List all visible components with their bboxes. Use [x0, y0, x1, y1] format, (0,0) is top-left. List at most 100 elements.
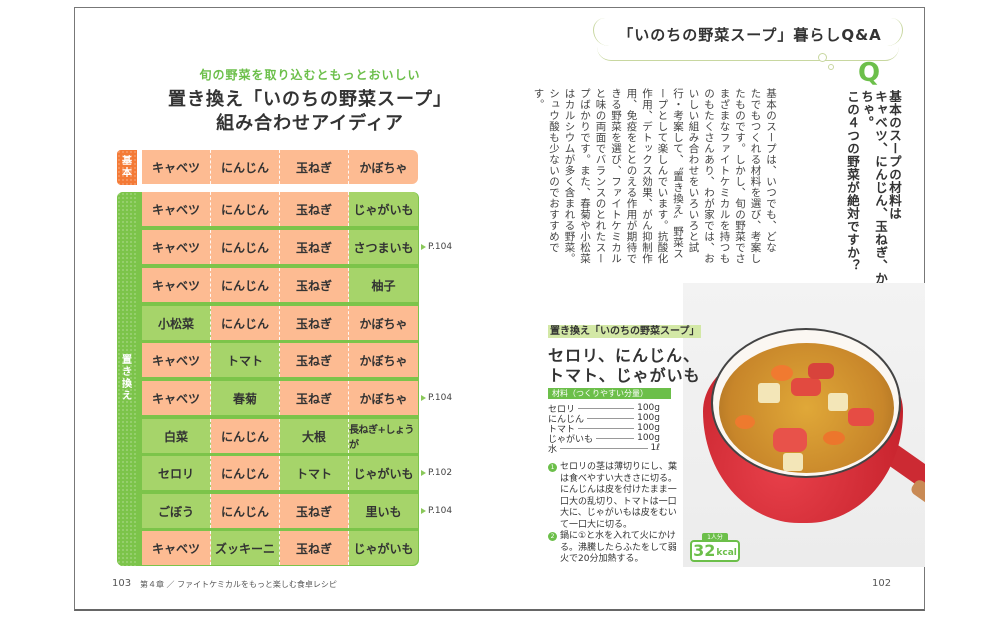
ingredient-name: セロリ	[548, 404, 576, 415]
table-cell: キャベツ	[142, 192, 211, 226]
table-cell: じゃがいも	[349, 456, 418, 490]
page-number-left: 103	[112, 578, 132, 589]
recipe-tag: 置き換え「いのちの野菜スープ」	[548, 325, 702, 338]
table-cell: じゃがいも	[349, 192, 418, 226]
step-text: 鍋に①と水を入れて火にかける。沸騰したらふたをして弱火で20分加熱する。	[560, 531, 677, 564]
base-label-char: 基	[122, 155, 132, 167]
arrow-right-icon	[421, 508, 426, 514]
table-cell: 長ねぎ+しょうが	[349, 419, 418, 453]
table-row: 白菜 にんじん 大根 長ねぎ+しょうが	[142, 419, 418, 453]
table-cell: キャベツ	[142, 531, 211, 565]
ingredient-name: じゃがいも	[548, 434, 594, 445]
ingredient-name: トマト	[548, 424, 576, 435]
table-cell: かぼちゃ	[349, 381, 418, 415]
replace-label-char: き	[122, 367, 132, 378]
qa-title: 「いのちの野菜スープ」暮らしQ&A	[618, 26, 882, 44]
table-cell: じゃがいも	[349, 531, 418, 565]
table-cell: にんじん	[211, 494, 280, 528]
page-reference[interactable]: P.104	[421, 242, 452, 252]
ingredient-qty: 1ℓ	[650, 443, 660, 453]
table-cell: 玉ねぎ	[280, 381, 349, 415]
potato-piece	[783, 453, 803, 471]
answer-line: シュウ酸も少ないのでおすすめです。	[532, 88, 561, 253]
chapter-title: 第４章 ／ ファイトケミカルをもっと楽しむ食卓レシピ	[140, 580, 337, 589]
recipe-title-line1: セロリ、にんじん、	[548, 346, 701, 365]
table-row: キャベツ にんじん 玉ねぎ 柚子	[142, 268, 418, 302]
table-cell: 玉ねぎ	[280, 306, 349, 340]
table-cell: にんじん	[211, 306, 280, 340]
step-number-icon: 2	[548, 532, 557, 541]
table-cell: かぼちゃ	[349, 306, 418, 340]
table-cell: かぼちゃ	[349, 343, 418, 377]
page-reference[interactable]: P.104	[421, 506, 452, 516]
table-cell: にんじん	[211, 230, 280, 264]
table-row: 小松菜 にんじん 玉ねぎ かぼちゃ	[142, 306, 418, 340]
table-cell: 玉ねぎ	[280, 150, 349, 184]
replace-label-char: 換	[122, 379, 132, 390]
table-cell: キャベツ	[142, 268, 211, 302]
answer-line: 作用、デトックス効果、がん抑制作	[641, 88, 653, 264]
carrot-piece	[771, 365, 793, 381]
table-cell: 玉ねぎ	[280, 531, 349, 565]
calorie-badge: 32 kcal	[690, 540, 740, 562]
ingredient-qty: 100g	[637, 423, 660, 433]
table-cell: かぼちゃ	[349, 150, 418, 184]
bubble-dot-icon	[818, 53, 827, 62]
pot-handle-wood	[909, 477, 925, 509]
replace-label-tab: 置 き 換 え	[117, 192, 137, 566]
bubble-dot-icon	[828, 64, 834, 70]
page-reference-text: P.104	[428, 393, 453, 403]
recipe-step: 2 鍋に①と水を入れて火にかける。沸騰したらふたをして弱火で20分加熱する。	[548, 531, 678, 566]
table-cell: 春菊	[211, 381, 280, 415]
table-cell: 柚子	[349, 268, 418, 302]
potato-piece	[828, 393, 848, 411]
table-row: キャベツ にんじん 玉ねぎ じゃがいも	[142, 192, 418, 226]
table-cell: 玉ねぎ	[280, 494, 349, 528]
table-row: キャベツ トマト 玉ねぎ かぼちゃ	[142, 343, 418, 377]
answer-line: のもたくさんあり、わが家では、お	[703, 88, 715, 264]
ingredients-list: セロリ 100g にんじん 100g トマト 100g じゃがいも 100g 水 1ℓ	[548, 403, 660, 455]
calorie-unit: kcal	[716, 548, 737, 558]
calorie-value: 32	[693, 541, 716, 560]
page-reference[interactable]: P.104	[421, 393, 452, 403]
page-number-right: 102	[872, 578, 892, 589]
table-cell: トマト	[211, 343, 280, 377]
replace-label-char: 置	[122, 355, 132, 366]
answer-line: きる野菜を選び、ファイトケミカル	[610, 88, 622, 264]
ingredient-name: 水	[548, 444, 558, 455]
ingredient-qty: 100g	[637, 433, 660, 443]
answer-line: いしい組み合わせをいろいろと試	[687, 88, 700, 253]
tomato-piece	[848, 408, 874, 426]
base-label-char: 本	[122, 167, 132, 179]
answer-line: まざまなファイトケミカルを持つも	[718, 88, 731, 264]
table-cell: にんじん	[211, 456, 280, 490]
calorie-serving-label: 1人分	[702, 533, 728, 542]
table-cell: キャベツ	[142, 150, 211, 184]
carrot-piece	[735, 415, 755, 429]
answer-line: 基本のスープは、いつでも、どな	[765, 88, 777, 253]
page-reference-text: P.104	[428, 506, 453, 516]
ingredient-name: にんじん	[548, 414, 585, 425]
tomato-piece	[791, 378, 821, 396]
base-row: キャベツ にんじん 玉ねぎ かぼちゃ	[142, 150, 418, 184]
answer-text: 基本のスープは、いつでも、どな たでもつくれる材料を選び、考案し たものです。し…	[530, 88, 778, 264]
page-reference[interactable]: P.102	[421, 468, 452, 478]
page-reference-text: P.102	[428, 468, 453, 478]
answer-line: と味の両面でバランスのとれたスー	[594, 88, 607, 264]
arrow-right-icon	[421, 395, 426, 401]
q-icon: Q	[858, 58, 881, 88]
table-cell: 玉ねぎ	[280, 192, 349, 226]
base-label-tab: 基 本	[117, 150, 137, 185]
question-text: 基本のスープの材料は キャベツ、にんじん、玉ねぎ、かぼちゃ。 この４つの野菜が絶…	[845, 90, 902, 310]
ingredient-row: じゃがいも 100g	[548, 433, 660, 445]
table-cell: 玉ねぎ	[280, 343, 349, 377]
section-title-line1: 置き換え「いのちの野菜スープ」	[168, 89, 452, 110]
table-cell: 玉ねぎ	[280, 268, 349, 302]
ingredients-header: 材料（つくりやすい分量）	[548, 388, 671, 399]
answer-line: プばかりです。また、春菊や小松菜	[579, 88, 591, 264]
recipe-step: 1 セロリの茎は薄切りにし、葉は食べやすい大きさに切る。にんじんは皮を付けたまま…	[548, 462, 678, 531]
step-number-icon: 1	[548, 463, 557, 472]
tomato-piece	[773, 428, 807, 452]
qa-title-bubble	[593, 18, 903, 61]
recipe-title-line2: トマト、じゃがいも	[548, 366, 701, 385]
